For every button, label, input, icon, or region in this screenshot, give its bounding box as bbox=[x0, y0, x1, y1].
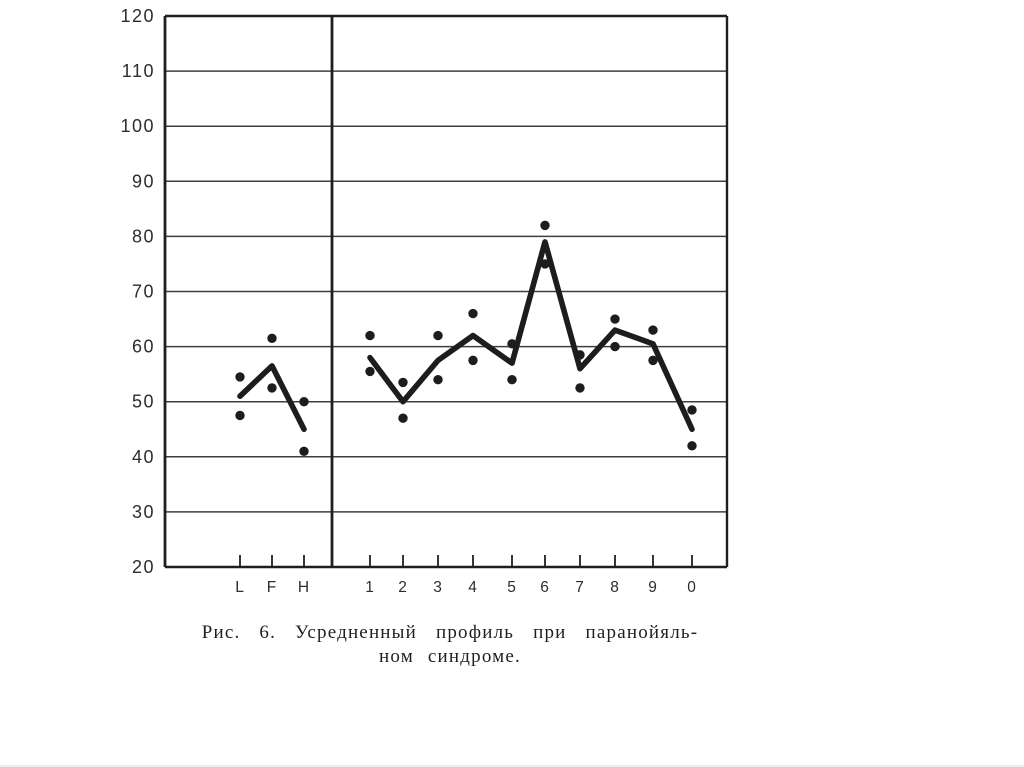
x-axis-label-1: 1 bbox=[365, 579, 375, 596]
lower-scatter-dot-L bbox=[235, 410, 245, 421]
x-axis-label-3: 3 bbox=[433, 579, 443, 596]
lower-scatter-dot-4 bbox=[468, 355, 478, 366]
figure-caption-line-1: Рис. 6. Усредненный профиль при паранойя… bbox=[201, 622, 699, 643]
lower-scatter-dot-F bbox=[267, 383, 277, 393]
x-axis-label-Н: Н bbox=[298, 579, 310, 596]
lower-scatter-dot-2 bbox=[398, 413, 408, 423]
x-axis-label-4: 4 bbox=[468, 579, 478, 596]
lower-scatter-dot-8 bbox=[610, 341, 620, 352]
y-axis-label-30: 30 bbox=[132, 502, 155, 522]
x-axis-label-L: L bbox=[235, 579, 245, 596]
x-axis-label-7: 7 bbox=[575, 579, 585, 596]
upper-scatter-dot-2 bbox=[398, 377, 408, 388]
lower-scatter-dot-0 bbox=[687, 441, 697, 451]
lower-scatter-dot-Н bbox=[299, 446, 309, 456]
y-axis-label-50: 50 bbox=[132, 392, 155, 412]
page-bottom-border bbox=[0, 765, 1024, 767]
lower-scatter-dot-5 bbox=[507, 374, 517, 385]
lower-scatter-dot-6 bbox=[540, 259, 550, 269]
upper-scatter-dot-3 bbox=[433, 330, 443, 341]
profile-line-clinical-scales bbox=[367, 239, 695, 433]
lower-scatter-dot-7 bbox=[575, 383, 585, 393]
figure-caption-line-2: ном синдроме. bbox=[379, 646, 521, 667]
upper-scatter-dot-8 bbox=[610, 314, 620, 324]
x-axis-label-8: 8 bbox=[610, 579, 620, 596]
lower-scatter-dot-1 bbox=[365, 366, 375, 377]
upper-scatter-dot-4 bbox=[468, 308, 478, 319]
y-axis-label-60: 60 bbox=[132, 337, 155, 357]
upper-scatter-dot-F bbox=[267, 333, 277, 344]
y-axis-label-100: 100 bbox=[120, 116, 155, 136]
upper-scatter-dot-Н bbox=[299, 397, 309, 407]
y-axis-label-80: 80 bbox=[132, 226, 155, 246]
upper-scatter-dot-L bbox=[235, 372, 245, 382]
lower-scatter-dot-9 bbox=[648, 355, 658, 366]
upper-scatter-dot-9 bbox=[648, 325, 658, 335]
y-axis-label-70: 70 bbox=[132, 282, 155, 302]
y-axis-label-40: 40 bbox=[132, 447, 155, 467]
profile-line-validity-scales bbox=[237, 363, 307, 433]
x-axis-label-5: 5 bbox=[507, 579, 517, 596]
x-axis-label-0: 0 bbox=[687, 579, 697, 596]
x-axis-label-6: 6 bbox=[540, 579, 550, 596]
upper-scatter-dot-0 bbox=[687, 405, 697, 415]
y-axis-label-20: 20 bbox=[132, 557, 155, 577]
x-axis-label-2: 2 bbox=[398, 579, 408, 596]
upper-scatter-dot-1 bbox=[365, 330, 375, 341]
figure-caption: Рис. 6. Усредненный профиль при паранойя… bbox=[120, 621, 780, 669]
y-axis-label-120: 120 bbox=[120, 6, 155, 26]
lower-scatter-dot-3 bbox=[433, 374, 443, 385]
y-axis-label-110: 110 bbox=[122, 61, 155, 81]
y-axis-label-90: 90 bbox=[132, 171, 155, 191]
x-axis-label-F: F bbox=[267, 579, 277, 596]
x-axis-label-9: 9 bbox=[648, 579, 658, 596]
upper-scatter-dot-6 bbox=[540, 220, 550, 231]
